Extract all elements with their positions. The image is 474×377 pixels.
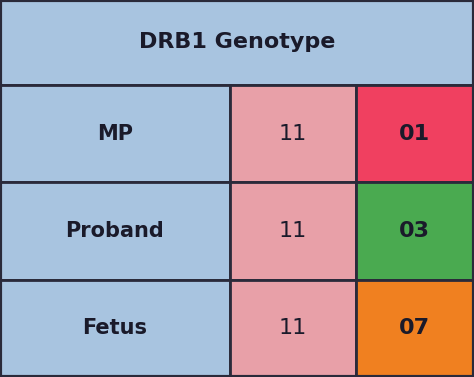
Bar bbox=[0, 280, 229, 377]
Text: 11: 11 bbox=[278, 124, 307, 144]
Text: 11: 11 bbox=[278, 221, 307, 241]
Text: DRB1 Genotype: DRB1 Genotype bbox=[139, 32, 335, 52]
Text: Proband: Proband bbox=[65, 221, 164, 241]
Bar bbox=[229, 280, 356, 377]
Text: Fetus: Fetus bbox=[82, 318, 147, 338]
Bar bbox=[0, 182, 229, 280]
Bar bbox=[229, 182, 356, 280]
Bar bbox=[356, 182, 474, 280]
Text: 01: 01 bbox=[399, 124, 430, 144]
Text: 11: 11 bbox=[278, 318, 307, 338]
Text: MP: MP bbox=[97, 124, 133, 144]
Bar bbox=[356, 280, 474, 377]
Bar bbox=[356, 85, 474, 182]
Bar bbox=[0, 0, 474, 85]
Bar bbox=[229, 85, 356, 182]
Text: 03: 03 bbox=[399, 221, 430, 241]
Text: 07: 07 bbox=[399, 318, 430, 338]
Bar bbox=[0, 85, 229, 182]
